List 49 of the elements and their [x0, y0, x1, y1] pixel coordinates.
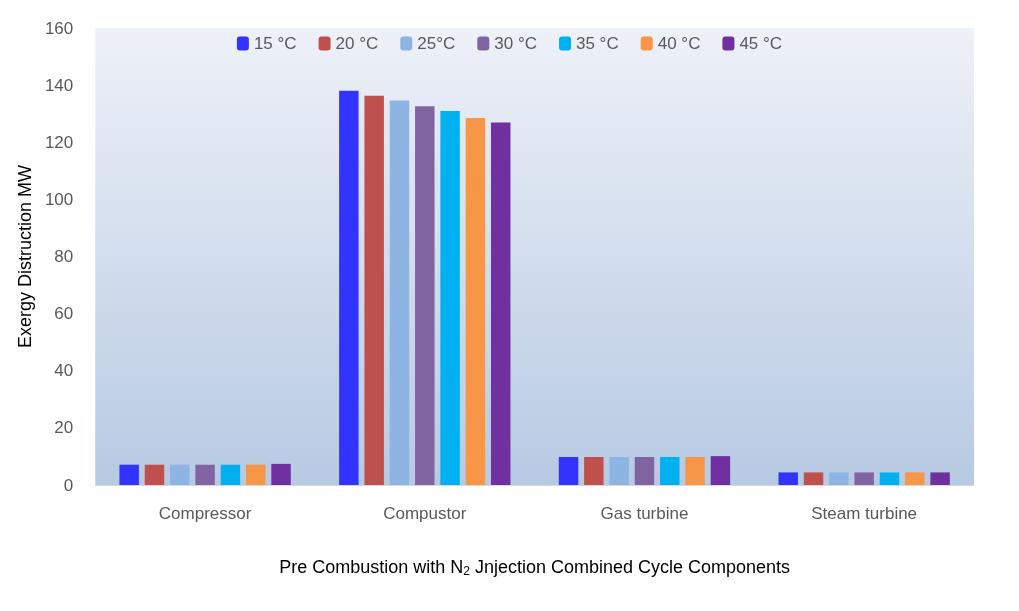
- bar: [660, 457, 680, 485]
- bar: [170, 464, 190, 485]
- bar: [710, 456, 731, 485]
- bar: [803, 472, 824, 485]
- bar: [905, 472, 925, 485]
- bar: [246, 464, 266, 485]
- bar: [609, 457, 629, 485]
- y-tick-label: 140: [44, 75, 74, 95]
- bar: [829, 472, 849, 485]
- y-tick-label: 120: [44, 132, 74, 152]
- bar: [144, 464, 165, 485]
- bar: [634, 457, 655, 485]
- bar: [415, 106, 435, 485]
- y-tick-label: 60: [54, 304, 74, 324]
- legend-label: 25°C: [417, 34, 456, 53]
- y-tick-label: 100: [44, 189, 74, 209]
- x-tick-label: Gas turbine: [600, 504, 689, 523]
- x-tick-label: Compustor: [383, 504, 467, 523]
- bar: [778, 472, 798, 485]
- bar: [685, 457, 705, 485]
- y-tick-label: 20: [54, 418, 74, 438]
- legend-label: 15 °C: [253, 34, 297, 53]
- bar: [879, 472, 900, 485]
- bar: [490, 122, 511, 485]
- bar: [584, 457, 604, 485]
- y-tick-label: 80: [54, 247, 74, 266]
- bar: [389, 100, 410, 485]
- y-axis-title: Exergy Distruction MW: [15, 164, 35, 349]
- bar: [364, 95, 384, 485]
- y-tick-label: 160: [44, 18, 74, 38]
- y-tick-label: 0: [63, 475, 74, 495]
- y-tick-label: 40: [54, 361, 74, 381]
- bar: [271, 463, 291, 485]
- bar: [440, 111, 460, 485]
- bar: [930, 472, 950, 485]
- legend-label: 35 °C: [575, 34, 619, 53]
- bar: [119, 464, 139, 485]
- bar: [558, 457, 579, 485]
- legend-label: 40 °C: [657, 34, 701, 53]
- legend-label: 45 °C: [739, 34, 783, 53]
- legend-label: 30 °C: [494, 34, 537, 53]
- legend-label: 20 °C: [335, 34, 379, 53]
- bar: [465, 117, 486, 485]
- x-tick-label: Compressor: [158, 504, 252, 523]
- x-tick-label: Steam turbine: [811, 504, 918, 523]
- bar: [195, 464, 215, 485]
- bar: [854, 472, 874, 485]
- bar: [339, 90, 359, 485]
- bar: [220, 464, 241, 485]
